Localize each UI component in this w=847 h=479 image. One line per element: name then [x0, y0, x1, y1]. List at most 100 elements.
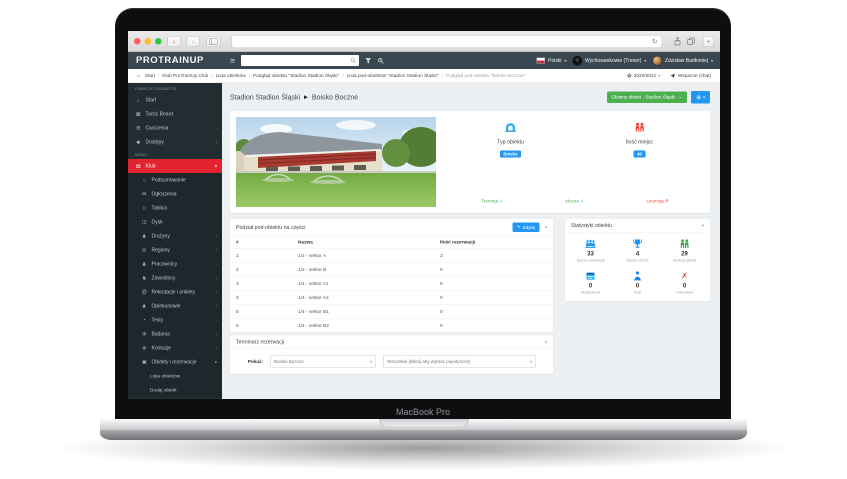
- breadcrumb-item[interactable]: Lista obiektów: [215, 73, 246, 79]
- stat-other: 0 Inne: [614, 271, 661, 295]
- macbook-base: [100, 430, 747, 440]
- facilities-icon: ▣: [141, 359, 147, 365]
- table-row[interactable]: 5 1/4 - sektor B1 0: [230, 304, 553, 319]
- browser-window: ‹ › ↻ +: [128, 31, 720, 399]
- app-logo[interactable]: PROTRAINUP: [136, 55, 204, 66]
- pencil-icon: ✎: [516, 224, 521, 230]
- sidebar-item-lista-obiektow[interactable]: Lista obiektów: [128, 369, 222, 383]
- sidebar-item-opiekunowie[interactable]: ♟ Opiekunowie ›: [128, 299, 222, 313]
- sidebar-item-rekrutacje[interactable]: @ Rekrutacje i ankiety ›: [128, 285, 222, 299]
- settings-dropdown-button[interactable]: ▾: [691, 90, 710, 104]
- chevron-down-icon: ▾: [644, 58, 647, 63]
- search-input[interactable]: [240, 55, 359, 66]
- filter-icon[interactable]: [365, 57, 372, 64]
- sidebar-section-label: FUNKCJE OSOBISTE: [135, 86, 177, 92]
- sidebar-item-label: Klub: [145, 163, 156, 169]
- sidebar-item-label: Drużyny: [151, 233, 170, 239]
- sidebar-item-obiekty-i-rezerwacje[interactable]: ▣ Obiekty i rezerwacje ▾: [128, 355, 222, 369]
- table-cell: 1/2 - sektor A: [292, 248, 434, 263]
- sidebar-item-tablica[interactable]: ▯ Tablica: [128, 201, 222, 215]
- tabs-icon[interactable]: [686, 36, 696, 46]
- address-bar[interactable]: ↻: [231, 34, 662, 48]
- hamburger-icon[interactable]: ≡: [230, 55, 235, 66]
- access-icon: ◆: [136, 139, 141, 145]
- season-label: 2020/2021: [633, 73, 657, 79]
- sidebar-item-ogloszenia[interactable]: ✉ Ogłoszenia: [128, 187, 222, 201]
- chevron-right-icon: ›: [215, 317, 218, 323]
- table-row[interactable]: 3 1/4 - sektor A1 0: [230, 276, 553, 291]
- sidebar-item-druzyny[interactable]: ♟ Drużyny ›: [128, 229, 222, 243]
- table-cell: 3: [434, 248, 553, 263]
- user-name: Zdzisław Bartłomiej: [664, 57, 708, 64]
- browser-forward-button[interactable]: ›: [186, 35, 200, 47]
- traffic-minimize-button[interactable]: [144, 38, 151, 45]
- table-cell: 1: [230, 248, 292, 263]
- sidebar-item-testy[interactable]: ◔ Testy ›: [128, 313, 222, 327]
- table-cell: 1/4 - sektor B2: [292, 318, 434, 333]
- browser-back-button[interactable]: ‹: [167, 35, 181, 47]
- chevron-right-icon: ›: [215, 345, 218, 351]
- sidebar-item-dysk[interactable]: ◫ Dysk: [128, 215, 222, 229]
- teams-select[interactable]: Wszystkie (kliknij aby wybrać pojedyncze…: [383, 355, 536, 368]
- facility-photo: [236, 117, 436, 207]
- user-menu[interactable]: Zdzisław Bartłomiej ▾: [652, 55, 713, 66]
- stats-card-title: Statystyki obiektu: [571, 222, 612, 229]
- search-plus-icon[interactable]: [377, 57, 384, 64]
- home-icon[interactable]: ⌂: [137, 73, 140, 79]
- breadcrumb-item[interactable]: Klub ProTrainUp Club: [162, 73, 209, 79]
- sidebar-item-label: Badania: [151, 331, 170, 337]
- sidebar-item-start[interactable]: ⌂ Start: [128, 93, 222, 107]
- facility-select-value: Boisko Boczne: [274, 359, 304, 364]
- sidebar-item-dostepy[interactable]: ◆ Dostępy ›: [128, 135, 222, 149]
- language-label: Polski: [548, 57, 562, 64]
- sidebar-menu: FUNKCJE OSOBISTE ⌂ Start ▦ Tactic Board ⊞ Ćwic…: [128, 83, 222, 399]
- table-row[interactable]: 4 1/4 - sektor A2 0: [230, 290, 553, 305]
- table-cell: 0: [434, 304, 553, 319]
- chevron-right-icon: ›: [215, 289, 218, 295]
- breadcrumb-item[interactable]: Start: [144, 73, 155, 79]
- collapse-chevron-icon[interactable]: ▾: [544, 224, 547, 230]
- overview-columns: Typ obiektu Boisko: [446, 117, 704, 199]
- sidebar-item-kontuzje[interactable]: ⊗ Kontuzje ›: [128, 341, 222, 355]
- breadcrumb-item[interactable]: Lista pod-obiektów "Stadion Stadion Śląs…: [346, 73, 439, 79]
- reload-icon[interactable]: ↻: [652, 37, 658, 45]
- sidebar-item-label: Tactic Board: [145, 111, 174, 117]
- check-icon: ✓: [499, 198, 504, 205]
- guardians-icon: ♟: [142, 303, 147, 309]
- sidebar-item-klub[interactable]: ▤ Klub ▾: [128, 159, 222, 173]
- new-tab-button[interactable]: +: [703, 35, 714, 47]
- sidebar-item-dodaj-obiekt[interactable]: Dodaj obiekt: [128, 383, 222, 397]
- share-icon[interactable]: [673, 36, 682, 46]
- table-cell: 1/2 - sektor B: [292, 262, 434, 277]
- table-row[interactable]: 6 1/4 - sektor B2 0: [230, 318, 553, 333]
- support-link[interactable]: Wsparcie (chat): [670, 73, 711, 79]
- season-selector[interactable]: 2020/2021 ▾: [626, 73, 660, 79]
- table-header-row: # Nazwa Ilość rezerwacji: [230, 236, 553, 249]
- collapse-chevron-icon[interactable]: ▾: [544, 339, 547, 345]
- sidebar-item-regiony[interactable]: ◎ Regiony ›: [128, 243, 222, 257]
- sidebar-item-podsumowanie[interactable]: ⌂ Podsumowanie: [128, 173, 222, 187]
- sidebar-item-zawodnicy[interactable]: ♞ Zawodnicy ›: [128, 271, 222, 285]
- table-cell: 0: [434, 262, 553, 277]
- edit-button[interactable]: ✎ Edytuj: [512, 222, 540, 232]
- breadcrumb-item[interactable]: Podgląd obiektu "Stadion Stadion Śląski": [253, 73, 340, 79]
- role-menu[interactable]: Wychowankowie (Trener) ▾: [572, 55, 647, 66]
- sidebar-item-badania[interactable]: ⊕ Badania ›: [128, 327, 222, 341]
- traffic-zoom-button[interactable]: [155, 38, 162, 45]
- breadcrumb-right: 2020/2021 ▾ Wsparcie (chat): [619, 73, 711, 79]
- facility-select[interactable]: Boisko Boczne ▾: [270, 355, 376, 368]
- seats-label: Ilość miejsc: [625, 139, 654, 145]
- language-menu[interactable]: Polski ▾: [536, 57, 566, 64]
- collapse-chevron-icon[interactable]: ▾: [701, 222, 704, 228]
- sidebar-item-cwiczenia[interactable]: ⊞ Ćwiczenia ›: [128, 121, 222, 135]
- sidebar-item-label: Pracownicy: [151, 261, 178, 267]
- table-cell: 3: [230, 276, 292, 291]
- parts-card: Podział pod-obiektu na części ✎ Edytuj ▾: [230, 219, 553, 333]
- browser-sidebar-button[interactable]: [206, 35, 221, 47]
- traffic-close-button[interactable]: [134, 38, 141, 45]
- sidebar-item-tactic-board[interactable]: ▦ Tactic Board: [128, 107, 222, 121]
- main-object-button[interactable]: Główny obiekt : Stadion Śląski →: [606, 91, 687, 103]
- sidebar-item-pracownicy[interactable]: ♟ Pracownicy ›: [128, 257, 222, 271]
